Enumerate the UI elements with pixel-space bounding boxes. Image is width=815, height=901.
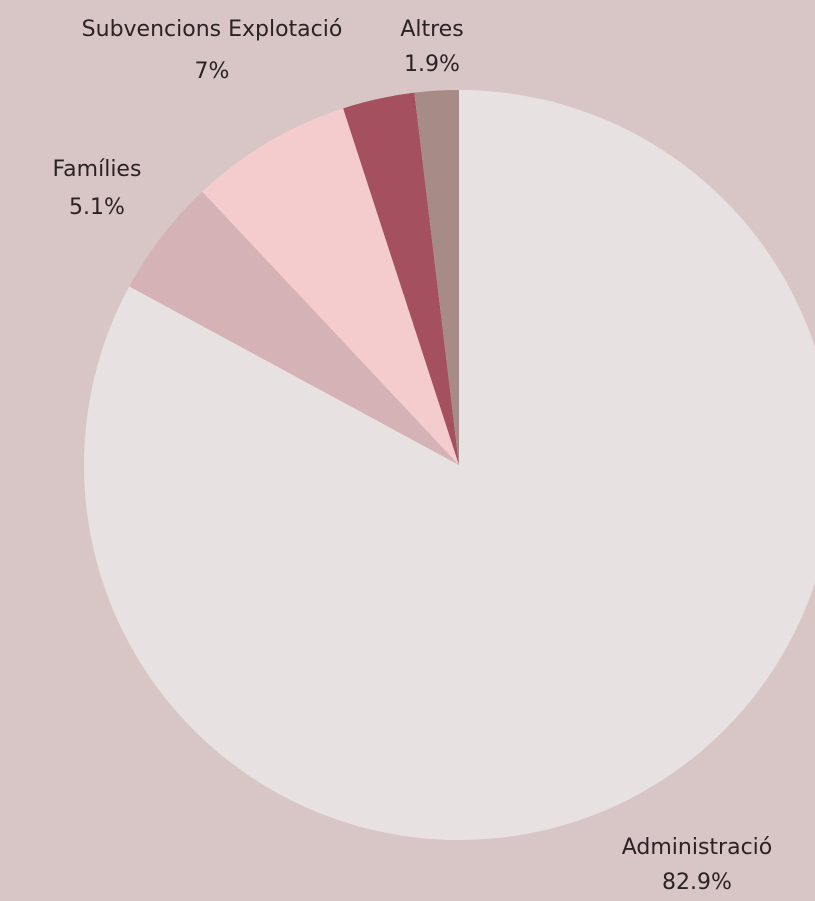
pie-slice — [414, 90, 459, 465]
slice-label: Famílies — [53, 157, 142, 182]
slice-value: 5.1% — [69, 195, 125, 220]
pie-slice — [343, 92, 459, 466]
slice-label: Subvencions Explotació — [82, 17, 343, 42]
slice-value: 7% — [195, 59, 230, 84]
slice-label: Altres — [400, 17, 463, 42]
slice-label: Administració — [622, 835, 773, 860]
slice-value: 82.9% — [662, 870, 732, 895]
pie-slice — [84, 90, 815, 840]
pie-slice — [202, 108, 459, 465]
slice-value: 1.9% — [404, 52, 460, 77]
pie-slice — [129, 191, 459, 465]
